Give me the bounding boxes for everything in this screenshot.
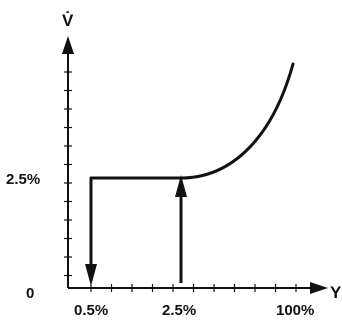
x-tick-label-0: 0.5% — [74, 302, 108, 319]
arrow-down-head — [85, 264, 97, 286]
arrow-up-head — [175, 175, 187, 197]
y-axis-label: V̇ — [62, 11, 74, 30]
axis-ticks — [64, 71, 297, 292]
x-tick-label-2: 100% — [276, 302, 314, 319]
y-tick-label-1: 2.5% — [6, 171, 40, 188]
series-curve — [89, 62, 295, 180]
y-axis-arrowhead — [62, 36, 74, 54]
y-tick-label-0: 0 — [26, 285, 34, 302]
x-tick-label-1: 2.5% — [162, 302, 196, 319]
x-axis-arrowhead — [310, 282, 328, 294]
x-axis-label: Y — [330, 283, 342, 302]
